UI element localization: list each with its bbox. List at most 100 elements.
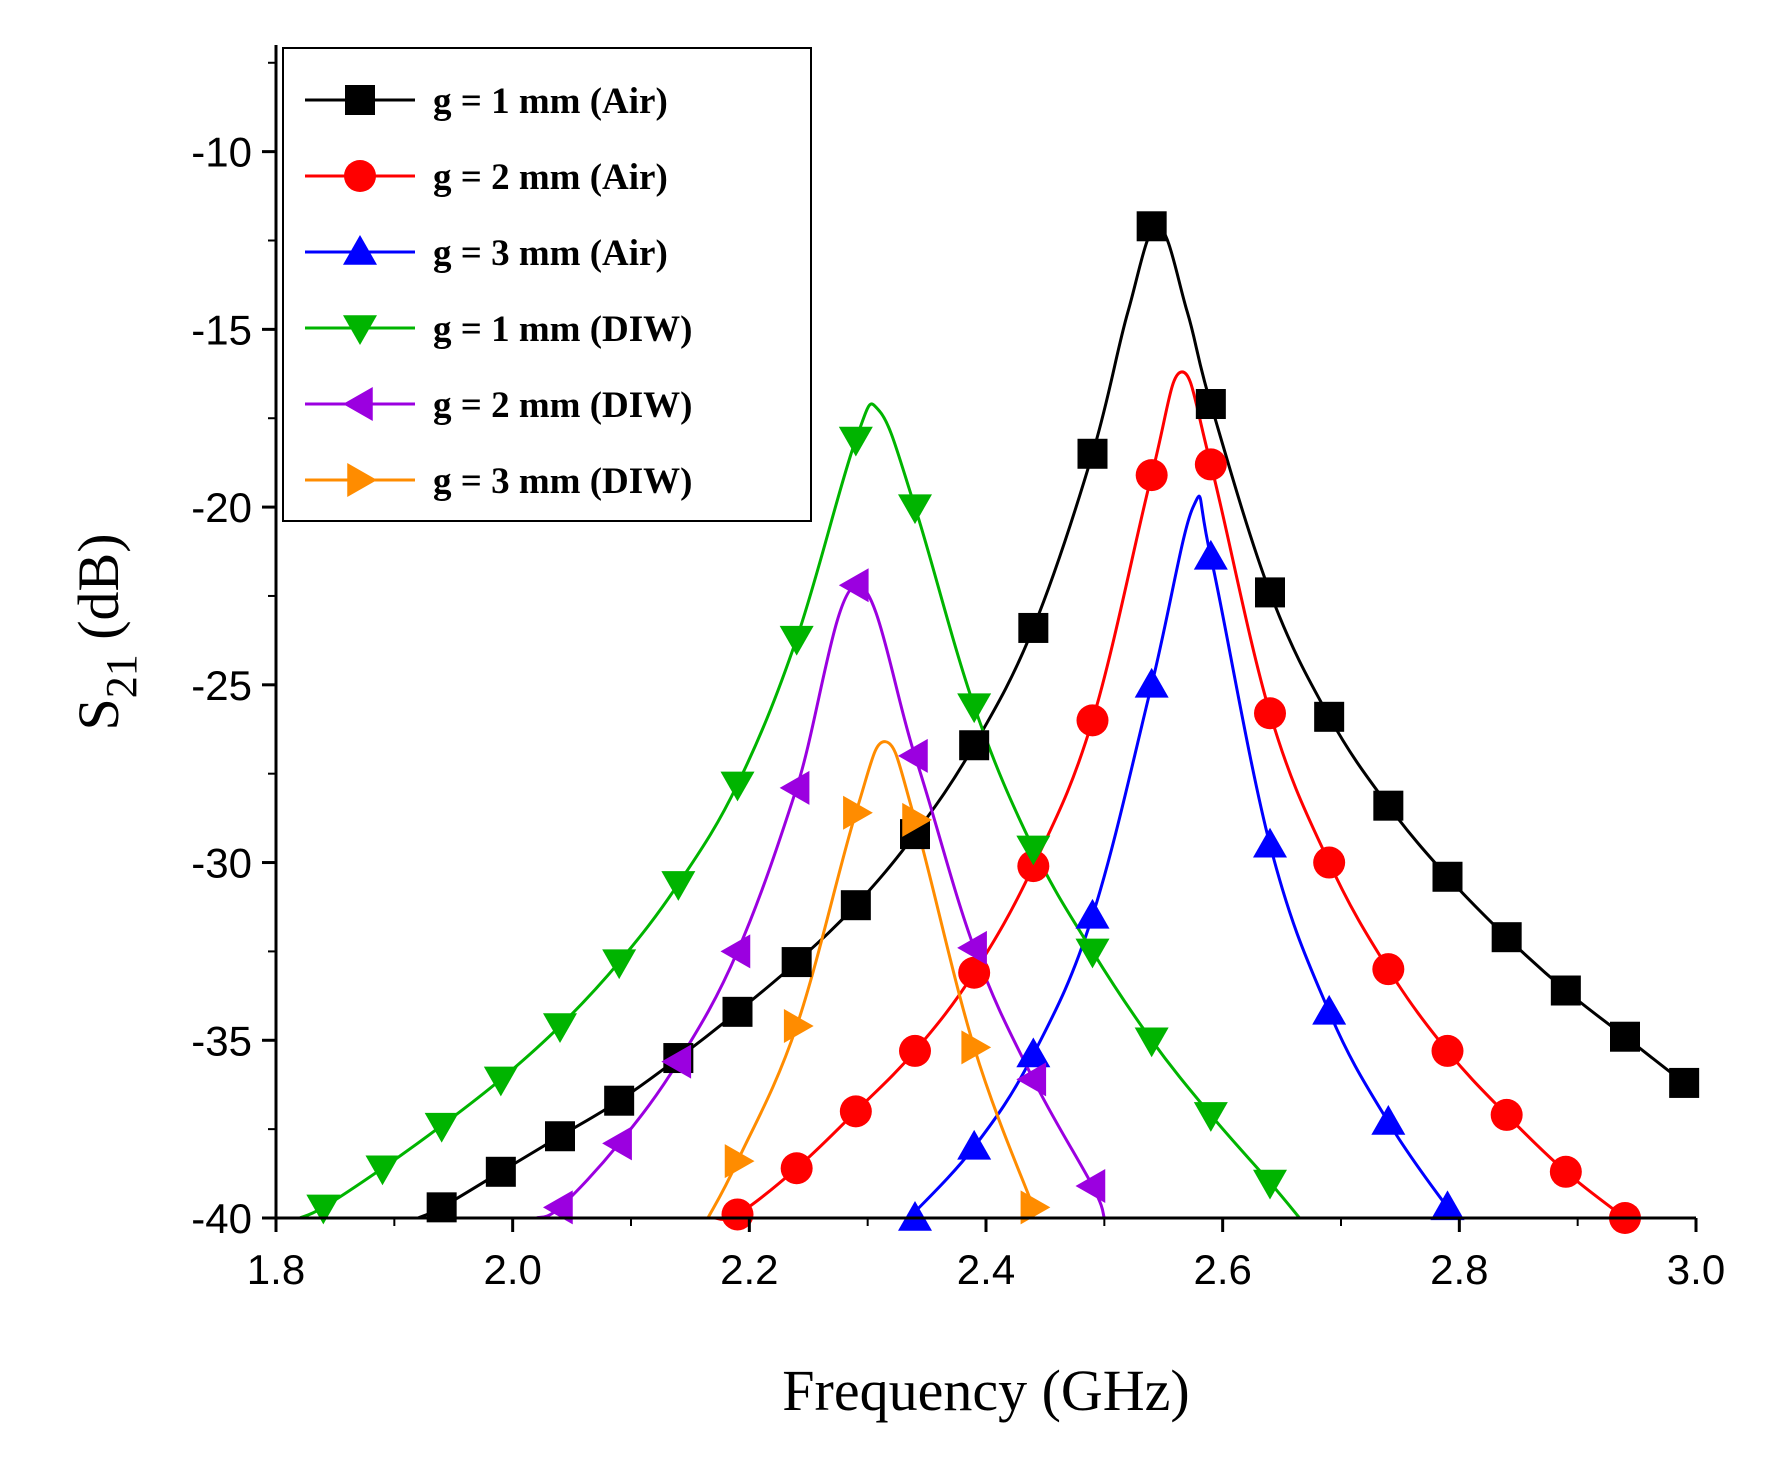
- series-1-point: [1432, 861, 1463, 892]
- series-3-point: [1430, 1190, 1465, 1221]
- series-4-point: [957, 693, 992, 724]
- series-4-point: [779, 625, 814, 656]
- series-line-2: [713, 370, 1626, 1221]
- series-2-point: [1549, 1155, 1582, 1188]
- series-2-point: [839, 1095, 872, 1128]
- series-4-point: [1134, 1027, 1169, 1058]
- series-1-point: [1669, 1067, 1700, 1098]
- series-4-point: [1075, 938, 1110, 969]
- series-1-point: [1018, 612, 1049, 643]
- legend-marker-4: [343, 315, 377, 345]
- x-ticks: 1.8 2.0 2.2 2.4 2.6 2.8 3.0: [247, 1218, 1725, 1293]
- y-tick-label: -10: [191, 129, 252, 176]
- series-4-point: [483, 1066, 518, 1097]
- x-tick-label: 2.4: [957, 1246, 1015, 1293]
- series-4-point: [306, 1194, 341, 1225]
- legend-label-6: g = 3 mm (DIW): [433, 461, 693, 502]
- series-3-point: [1312, 994, 1347, 1025]
- legend-label-2: g = 2 mm (Air): [433, 157, 668, 198]
- series-4-point: [720, 771, 755, 802]
- series-2-point: [899, 1034, 931, 1067]
- series-4-point: [1193, 1102, 1228, 1132]
- y-axis-title-tail: (dB): [66, 533, 131, 654]
- series-1-point: [485, 1156, 516, 1187]
- x-tick-label: 3.0: [1667, 1246, 1725, 1293]
- series-5-point: [898, 738, 928, 773]
- x-axis-title: Frequency (GHz): [782, 1358, 1189, 1423]
- legend-label-3: g = 3 mm (Air): [433, 233, 668, 274]
- legend-marker-3: [343, 235, 377, 265]
- series-6-point: [902, 802, 932, 837]
- series-1-point: [1136, 211, 1167, 242]
- y-axis-title: S21 (dB): [66, 533, 146, 730]
- y-tick-label: -40: [191, 1195, 252, 1242]
- series-1-point: [1373, 790, 1404, 821]
- series-6-point: [843, 795, 873, 830]
- series-4-point: [838, 426, 873, 457]
- series-4-point: [1253, 1169, 1287, 1200]
- y-tick-label: -15: [191, 306, 252, 353]
- series-line-5: [535, 583, 1106, 1220]
- legend-marker-1: [345, 85, 375, 115]
- series-3-point: [957, 1129, 992, 1160]
- series-3-point: [1075, 898, 1110, 929]
- series-3-point: [1193, 539, 1228, 570]
- series-5-point: [957, 930, 987, 965]
- series-1-point: [840, 890, 871, 921]
- y-axis-title-main: S: [66, 698, 131, 730]
- series-4-point: [898, 494, 932, 525]
- series-line-4: [299, 402, 1301, 1220]
- series-2-point: [721, 1198, 754, 1231]
- series-3-point: [1016, 1037, 1051, 1068]
- series-1-point: [1491, 922, 1522, 953]
- series-2-point: [958, 956, 991, 989]
- series-5-point: [661, 1044, 692, 1079]
- series-5-point: [602, 1126, 632, 1161]
- series-2-point: [1490, 1098, 1523, 1131]
- series-1-point: [1314, 701, 1345, 732]
- series-2-point: [1254, 697, 1286, 730]
- series-line-1: [417, 224, 1686, 1220]
- series-2-point: [1017, 850, 1050, 883]
- axes: 1.8 2.0 2.2 2.4 2.6 2.8 3.0 -10 -15 -20 -25 -30 -35…: [191, 45, 1725, 1293]
- legend-marker-2: [344, 160, 376, 192]
- legend-label-5: g = 2 mm (DIW): [433, 385, 693, 426]
- x-tick-label: 1.8: [247, 1246, 305, 1293]
- series-1-point: [545, 1121, 575, 1152]
- legend: g = 1 mm (Air) g = 2 mm (Air) g = 3 mm (Ai…: [282, 47, 812, 522]
- series-5-point: [1016, 1062, 1047, 1097]
- series-3-point: [1371, 1105, 1406, 1135]
- series-3-point: [898, 1201, 932, 1231]
- y-axis-title-sub: 21: [97, 654, 146, 698]
- series-3-point: [1134, 667, 1169, 698]
- series-5-point: [720, 934, 751, 969]
- series-2-point: [1135, 459, 1168, 492]
- series-5-point: [1075, 1169, 1106, 1204]
- series-6-point: [1020, 1190, 1051, 1225]
- series-1-point: [604, 1085, 635, 1116]
- series-4-point: [661, 871, 696, 901]
- series-3-point: [1253, 827, 1287, 858]
- y-tick-label: -25: [191, 662, 252, 709]
- plot-area: [299, 211, 1700, 1234]
- y-tick-label: -20: [191, 484, 252, 531]
- y-tick-label: -30: [191, 840, 252, 887]
- series-2-point: [1431, 1034, 1464, 1067]
- legend-label-4: g = 1 mm (DIW): [433, 309, 693, 350]
- y-tick-label: -35: [191, 1017, 252, 1064]
- series-2-point: [1372, 953, 1405, 986]
- series-4-point: [1016, 835, 1051, 866]
- legend-marker-6: [347, 463, 377, 497]
- series-4-point: [543, 1013, 577, 1044]
- series-1-point: [1550, 975, 1581, 1006]
- series-5-point: [838, 568, 869, 603]
- series-1-point: [1195, 389, 1226, 420]
- series-1-point: [1077, 438, 1108, 469]
- series-1-point: [959, 730, 990, 761]
- series-4-point: [602, 949, 637, 980]
- series-6-point: [724, 1144, 755, 1179]
- series-2-point: [1313, 846, 1346, 879]
- series-markers: [306, 211, 1700, 1234]
- series-6-point: [961, 1030, 992, 1065]
